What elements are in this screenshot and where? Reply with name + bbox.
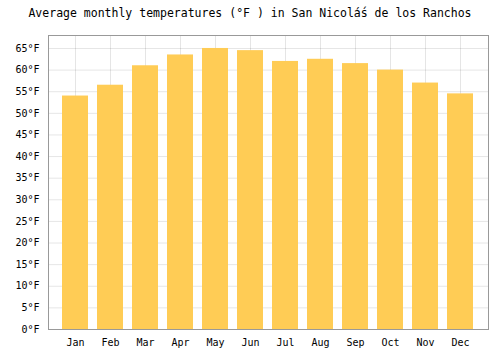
svg-text:Oct: Oct: [381, 337, 399, 348]
svg-text:Jan: Jan: [66, 337, 84, 348]
svg-text:15°F: 15°F: [15, 259, 39, 270]
svg-text:25°F: 25°F: [15, 216, 39, 227]
svg-text:5°F: 5°F: [21, 302, 39, 313]
svg-text:Dec: Dec: [451, 337, 469, 348]
svg-text:65°F: 65°F: [15, 43, 39, 54]
svg-text:Nov: Nov: [416, 337, 434, 348]
svg-text:55°F: 55°F: [15, 86, 39, 97]
svg-text:Jul: Jul: [276, 337, 294, 348]
svg-text:30°F: 30°F: [15, 194, 39, 205]
svg-text:10°F: 10°F: [15, 280, 39, 291]
svg-text:May: May: [206, 337, 224, 348]
svg-text:60°F: 60°F: [15, 64, 39, 75]
svg-text:50°F: 50°F: [15, 107, 39, 118]
svg-text:Aug: Aug: [311, 337, 329, 348]
svg-text:Sep: Sep: [346, 337, 364, 348]
svg-text:0°F: 0°F: [21, 324, 39, 335]
svg-text:45°F: 45°F: [15, 129, 39, 140]
svg-text:20°F: 20°F: [15, 237, 39, 248]
svg-text:Apr: Apr: [171, 337, 189, 348]
svg-text:Jun: Jun: [241, 337, 259, 348]
svg-text:Mar: Mar: [136, 337, 154, 348]
html-text:Average monthly temperatures (: Average monthly temperatures (°F ) in Sa…: [28, 6, 472, 20]
svg-text:35°F: 35°F: [15, 172, 39, 183]
svg-text:Feb: Feb: [101, 337, 119, 348]
svg-text:40°F: 40°F: [15, 151, 39, 162]
